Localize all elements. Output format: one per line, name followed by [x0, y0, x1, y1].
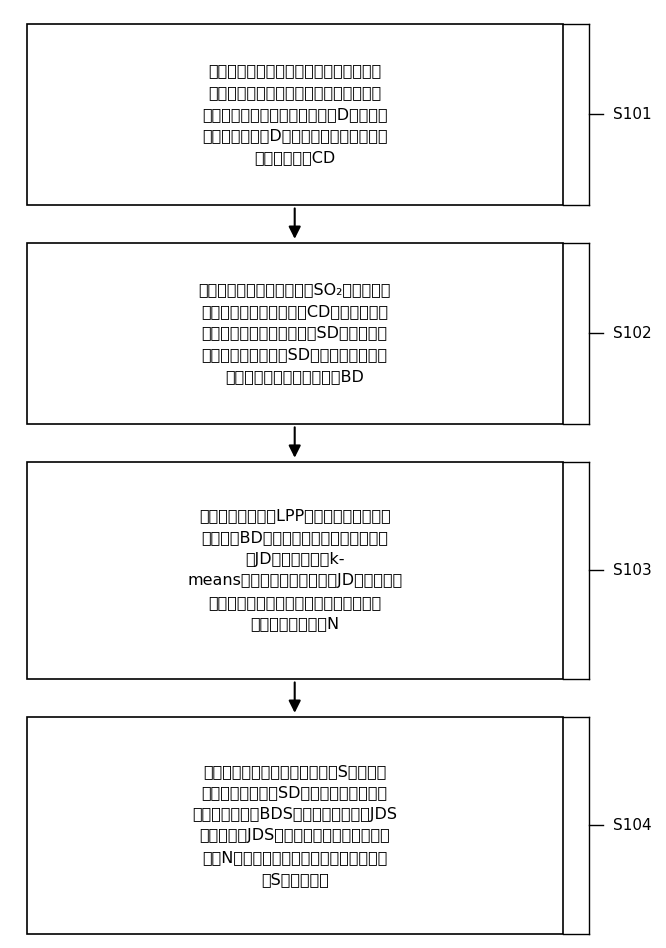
- Text: 在预定时间以预定时间间隔采集脱硫系统
相关参数的历史运行数据及对应的浆液品
质评价标签，得到原始数据样本D，并对所
述原始数据样本D进行数据清洗，得到清洗
后的: 在预定时间以预定时间间隔采集脱硫系统 相关参数的历史运行数据及对应的浆液品 质评…: [202, 64, 388, 165]
- Text: 以机组负荷和脱硫系统入口SO₂浓度为稳态
判定条件对所述数据样本CD进行稳态筛选
，得到稳态运行数据样本集SD，并对所述
稳态运行数据样本集SD进行标准化预处理: 以机组负荷和脱硫系统入口SO₂浓度为稳态 判定条件对所述数据样本CD进行稳态筛选…: [198, 283, 391, 384]
- FancyBboxPatch shape: [27, 462, 563, 679]
- Text: S102: S102: [613, 325, 651, 340]
- Text: 采用局部保留投影LPP算法对将所述量纲标
准化样本BD进行降维处理，得到降维后样
本JD，并采用凝聚k-
means聚类方法对降维后样本JD进行模式聚
类与识别: 采用局部保留投影LPP算法对将所述量纲标 准化样本BD进行降维处理，得到降维后样…: [187, 508, 402, 631]
- Text: S103: S103: [613, 562, 651, 577]
- Text: S101: S101: [613, 107, 651, 121]
- FancyBboxPatch shape: [27, 717, 563, 934]
- FancyBboxPatch shape: [27, 24, 563, 205]
- FancyBboxPatch shape: [27, 243, 563, 424]
- Text: S104: S104: [613, 818, 651, 832]
- Text: 获取脱硫系统相关参数的新样本S，加入稳
态运行数据样本集SD进行迭代计算，得到
量纲标准化样本BDS以及降维后的样本JDS
，并对样本JDS进行模式聚类，与分类: 获取脱硫系统相关参数的新样本S，加入稳 态运行数据样本集SD进行迭代计算，得到 …: [192, 764, 397, 886]
